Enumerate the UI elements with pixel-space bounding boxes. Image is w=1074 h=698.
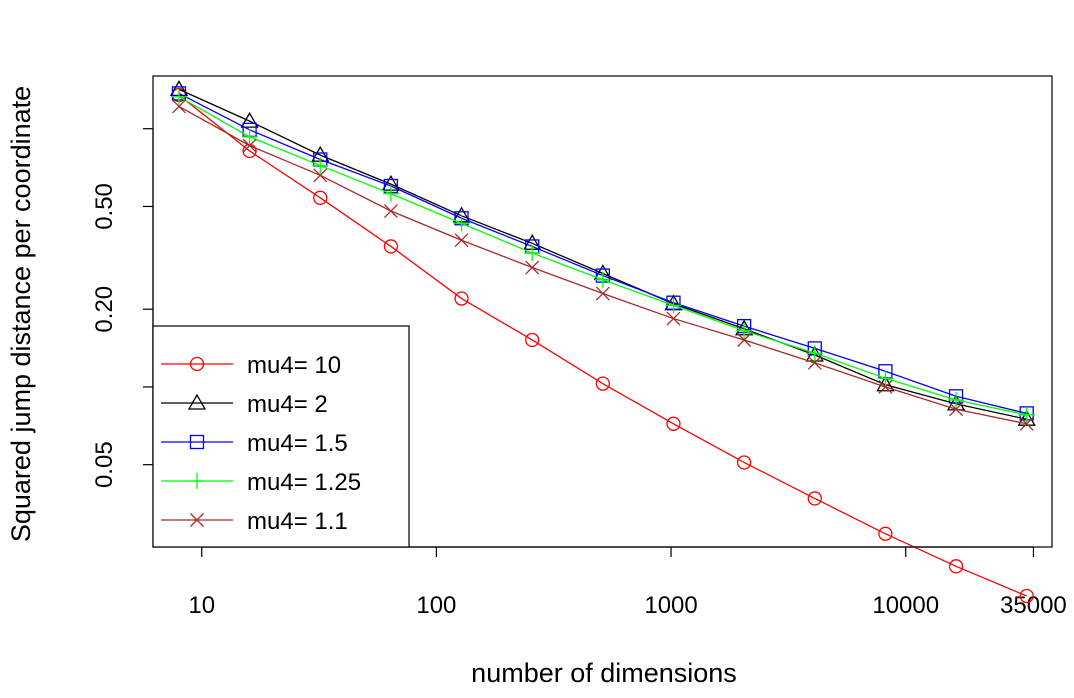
data-point	[170, 88, 187, 105]
series-mu4-10	[171, 87, 1034, 604]
legend-label: mu4= 1.5	[247, 430, 348, 457]
data-point	[313, 168, 328, 183]
data-point	[454, 291, 469, 306]
data-point	[313, 190, 328, 205]
legend-label: mu4= 2	[247, 391, 328, 418]
data-point	[241, 128, 258, 145]
plot-frame	[152, 75, 1053, 548]
data-point	[878, 526, 893, 541]
data-point	[242, 138, 257, 153]
data-point	[525, 260, 540, 275]
legend-item: mu4= 1.1	[161, 508, 348, 535]
data-point	[948, 559, 964, 574]
data-point	[666, 416, 681, 431]
x-tick-label: 10	[188, 592, 215, 619]
series-layer	[169, 80, 1036, 604]
data-point	[189, 434, 205, 450]
legend-item: mu4= 2	[161, 391, 328, 418]
data-point	[383, 204, 398, 218]
legend-label: mu4= 1.25	[247, 469, 361, 496]
data-point	[878, 379, 893, 394]
data-point	[806, 345, 823, 362]
x-tick-label: 10000	[872, 592, 939, 619]
data-point	[948, 392, 965, 409]
data-point	[736, 455, 752, 470]
series-mu4-1-1	[172, 99, 1034, 431]
legend-label: mu4= 1.1	[247, 508, 348, 535]
legend-item: mu4= 1.5	[161, 430, 348, 457]
data-point	[665, 297, 682, 314]
data-point	[312, 157, 329, 174]
data-point	[240, 111, 259, 128]
data-point	[1019, 416, 1034, 431]
x-tick-label: 100	[416, 592, 456, 619]
data-point	[1018, 406, 1035, 423]
data-point	[736, 322, 753, 339]
x-axis-label: number of dimensions	[471, 658, 737, 688]
data-point	[807, 355, 822, 370]
y-tick-label: 0.05	[91, 441, 118, 488]
data-point	[453, 215, 470, 232]
data-point	[877, 370, 894, 387]
data-point	[949, 402, 964, 417]
y-tick-label: 0.20	[91, 286, 118, 333]
legend-box	[152, 325, 410, 548]
y-tick-label: 0.50	[91, 183, 118, 230]
data-point	[1019, 588, 1034, 604]
data-point	[595, 286, 610, 301]
legend-item: mu4= 1.25	[161, 469, 361, 496]
legend: mu4= 10 mu4= 2 mu4= 1.5 mu4= 1.25 mu4= 1.1	[152, 325, 410, 548]
data-point	[666, 311, 681, 326]
data-point	[1017, 409, 1036, 426]
data-point	[737, 333, 752, 347]
legend-label: mu4= 10	[247, 352, 341, 379]
data-point	[172, 99, 186, 114]
data-point	[454, 233, 469, 248]
data-point	[594, 271, 611, 288]
data-point	[382, 185, 399, 202]
series-line	[178, 94, 1027, 597]
data-point	[525, 332, 540, 348]
y-axis-label: Squared jump distance per coordinate	[6, 86, 36, 542]
data-point	[189, 473, 205, 489]
data-point	[595, 376, 610, 391]
x-tick-label: 1000	[644, 592, 697, 619]
series-mu4-1-25	[170, 88, 1035, 423]
data-point	[383, 239, 399, 254]
data-point	[524, 245, 541, 262]
data-point	[189, 356, 205, 372]
legend-item: mu4= 10	[161, 352, 341, 379]
data-point	[807, 491, 822, 506]
data-point	[190, 513, 204, 527]
data-point	[187, 393, 207, 410]
